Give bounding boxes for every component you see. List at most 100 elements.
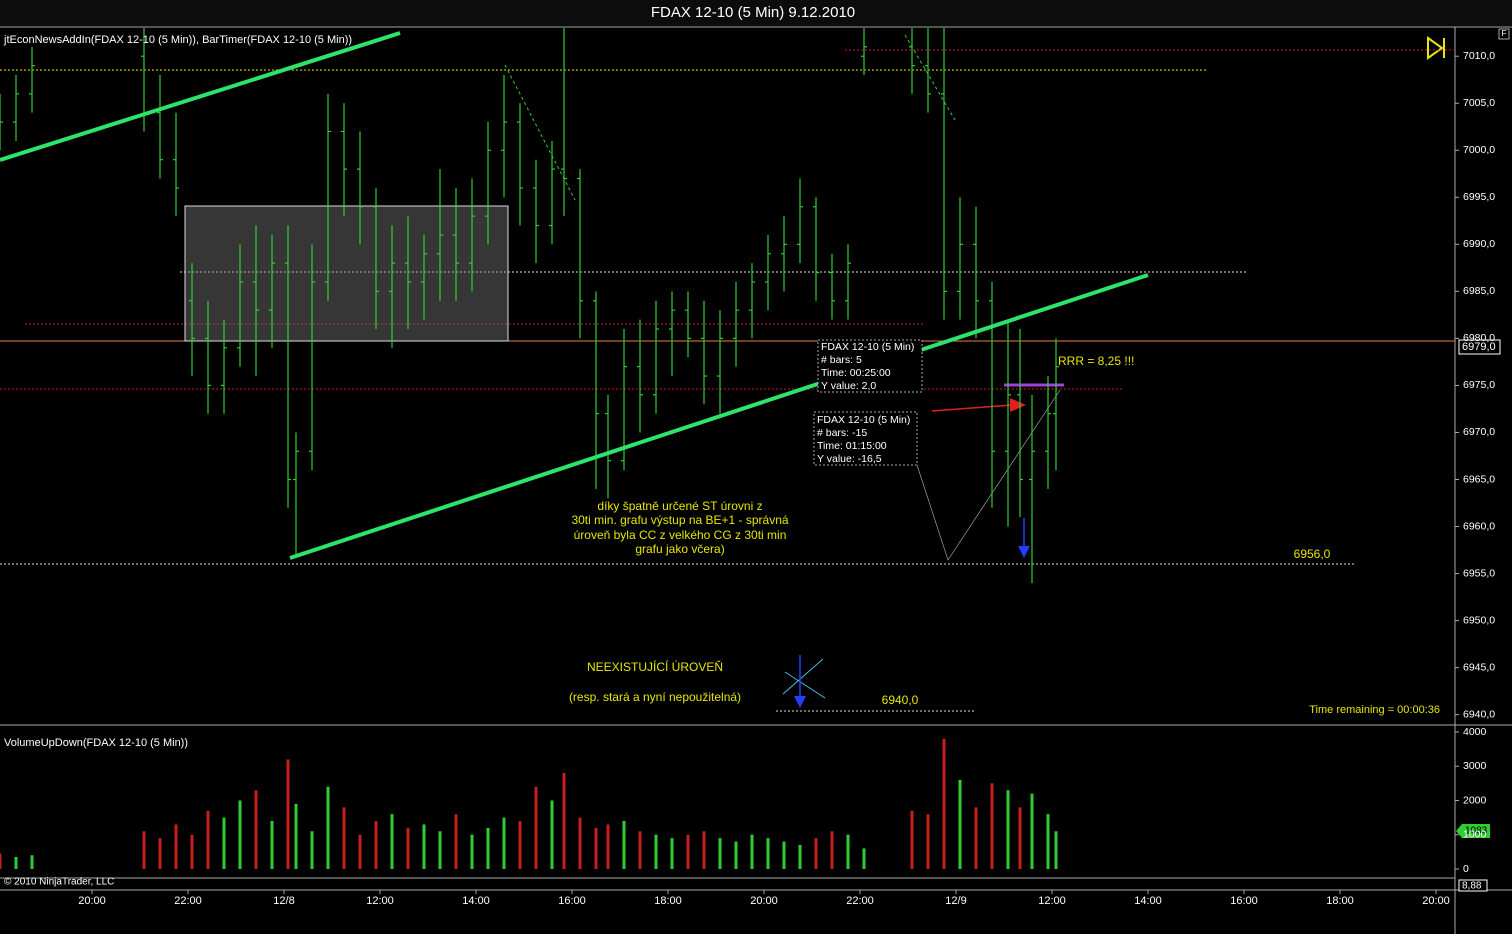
volume-bar: [1054, 831, 1058, 869]
volume-bar: [294, 803, 298, 869]
volume-bar: [438, 831, 442, 869]
y-tick-label: 6970,0: [1463, 426, 1495, 438]
chart-title: FDAX 12-10 (5 Min) 9.12.2010: [651, 4, 855, 21]
annotation: (resp. stará a nyní nepoužitelná): [569, 690, 741, 704]
x-tick-label: 16:00: [558, 895, 586, 907]
y-tick-label: 0: [1463, 863, 1469, 875]
y-tick-label: 7000,0: [1463, 144, 1495, 156]
indicator-label: jtEconNewsAddIn(FDAX 12-10 (5 Min)), Bar…: [3, 34, 352, 46]
volume-bar: [846, 834, 850, 869]
x-tick-label: 12:00: [366, 895, 394, 907]
y-tick-label: 6940,0: [1463, 708, 1495, 720]
annotation: úroveň byla CC z velkého CG z 30ti min: [574, 528, 787, 542]
volume-bar: [254, 790, 258, 869]
volume-bar: [974, 807, 978, 869]
tooltip-box: [813, 411, 918, 466]
volume-bar: [1030, 793, 1034, 869]
last-price-label: 6979,0: [1462, 341, 1496, 353]
y-tick-label: 6950,0: [1463, 614, 1495, 626]
volume-bar: [190, 834, 194, 869]
time-remaining: Time remaining = 00:00:36: [1309, 704, 1440, 716]
last-volume-label: 1083: [1465, 826, 1488, 837]
y-tick-label: 6955,0: [1463, 567, 1495, 579]
volume-bar: [390, 814, 394, 869]
scale-box: [1458, 879, 1488, 892]
volume-bar: [926, 814, 930, 869]
volume-bar: [470, 834, 474, 869]
x-tick-label: 18:00: [1326, 895, 1354, 907]
volume-bar: [342, 807, 346, 869]
volume-bar: [270, 821, 274, 869]
x-tick-label: 14:00: [462, 895, 490, 907]
y-tick-label: 1000: [1463, 829, 1487, 841]
copyright: © 2010 NinjaTrader, LLC: [4, 877, 114, 888]
tooltip-text: FDAX 12-10 (5 Min): [821, 341, 914, 353]
scale-label: 8,88: [1462, 881, 1482, 892]
volume-bar: [782, 841, 786, 869]
x-tick-label: 22:00: [846, 895, 874, 907]
x-tick-label: 18:00: [654, 895, 682, 907]
tooltip-text: Time: 00:25:00: [821, 367, 891, 379]
volume-bar: [798, 845, 802, 869]
y-tick-label: 6995,0: [1463, 191, 1495, 203]
volume-bar: [910, 810, 914, 869]
y-tick-label: 6980,0: [1463, 332, 1495, 344]
y-tick-label: 4000: [1463, 726, 1487, 738]
volume-bar: [358, 834, 362, 869]
annotation: 30ti min. grafu výstup na BE+1 - správná: [571, 513, 788, 527]
tooltip-text: FDAX 12-10 (5 Min): [817, 414, 910, 426]
x-tick-label: 22:00: [174, 895, 202, 907]
volume-bar: [594, 827, 598, 869]
x-tick-label: 20:00: [750, 895, 778, 907]
volume-bar: [0, 853, 2, 869]
volume-bar: [654, 834, 658, 869]
volume-bar: [622, 821, 626, 869]
play-icon[interactable]: [1427, 36, 1445, 60]
drawings: [0, 34, 1455, 712]
annotation: díky špatně určené ST úrovni z: [597, 499, 762, 513]
volume-bar: [990, 783, 994, 869]
volume-bar: [206, 810, 210, 869]
tooltip-text: Time: 01:15:00: [817, 440, 887, 452]
annotation: NEEXISTUJÍCÍ ÚROVEŇ: [587, 659, 723, 674]
x-tick-label: 12/8: [273, 895, 294, 907]
f-button[interactable]: F: [1502, 29, 1507, 38]
volume-bar: [14, 857, 18, 869]
x-tick-label: 14:00: [1134, 895, 1162, 907]
x-tick-label: 12:00: [1038, 895, 1066, 907]
x-tick-label: 20:00: [1422, 895, 1450, 907]
tooltip-text: Y value: -16,5: [817, 453, 882, 465]
volume-bar: [1046, 814, 1050, 869]
volume-bar: [238, 800, 242, 869]
volume-bar: [174, 824, 178, 869]
volume-bar: [374, 821, 378, 869]
volume-bar: [670, 838, 674, 869]
volume-bar: [550, 800, 554, 869]
indicator-label: VolumeUpDown(FDAX 12-10 (5 Min)): [4, 737, 188, 749]
volume-bar: [1006, 790, 1010, 869]
tooltip-text: # bars: -15: [817, 427, 867, 439]
x-tick-label: 12/9: [945, 895, 966, 907]
volume-bar: [578, 817, 582, 869]
annotation: 6940,0: [882, 693, 919, 707]
volume-bar: [222, 817, 226, 869]
volume-bar: [750, 834, 754, 869]
volume-bar: [686, 834, 690, 869]
y-tick-label: 6965,0: [1463, 473, 1495, 485]
volume-bar: [502, 817, 506, 869]
volume-bar: [638, 831, 642, 869]
volume-bar: [958, 779, 962, 869]
volume-bar: [766, 838, 770, 869]
y-tick-label: 3000: [1463, 760, 1487, 772]
tooltip-text: # bars: 5: [821, 354, 862, 366]
volume-bar: [1018, 807, 1022, 869]
volume-bar: [830, 831, 834, 869]
y-tick-label: 7005,0: [1463, 97, 1495, 109]
volume-bar: [286, 759, 290, 869]
volume-bar: [310, 831, 314, 869]
volume-bar: [942, 738, 946, 869]
y-tick-label: 6990,0: [1463, 238, 1495, 250]
title-bar: [0, 0, 1512, 26]
